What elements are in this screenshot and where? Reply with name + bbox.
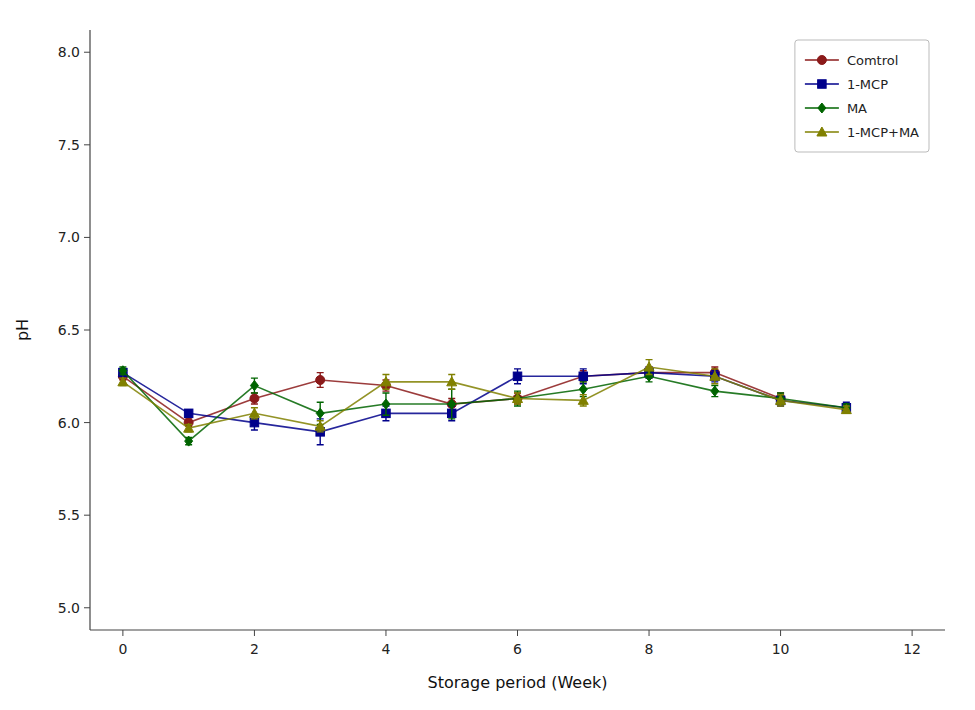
y-tick <box>84 330 90 331</box>
point <box>776 395 786 404</box>
x-tick <box>517 630 518 636</box>
x-tick-label: 8 <box>645 641 654 657</box>
y-tick <box>84 607 90 608</box>
error-bar <box>514 369 521 384</box>
legend-marker <box>817 127 827 136</box>
error-bar <box>251 378 258 393</box>
point <box>447 400 456 409</box>
y-tick-label: 7.5 <box>58 137 80 153</box>
y-axis-title: pH <box>13 319 32 341</box>
point <box>513 372 522 381</box>
background <box>0 0 975 710</box>
legend: Comtrol 1-MCP MA 1-MCP+MA <box>795 40 929 152</box>
error-bar <box>185 410 192 417</box>
series-line <box>123 371 846 441</box>
point <box>316 408 324 418</box>
x-tick <box>385 630 386 636</box>
point <box>579 372 588 381</box>
point <box>316 376 325 385</box>
series <box>119 366 850 446</box>
legend-label: MA <box>847 101 867 116</box>
point <box>842 403 850 413</box>
series-line <box>123 373 781 423</box>
series <box>118 360 851 433</box>
legend-box <box>795 40 929 152</box>
chart: 0 2 4 6 8 10 12 5.0 5.5 6.0 6.5 7.0 7.5 8.0 Storage pe… <box>0 0 975 710</box>
y-tick <box>84 422 90 423</box>
legend-label: 1-MCP <box>847 77 888 92</box>
y-tick-label: 6.5 <box>58 322 80 338</box>
x-tick <box>780 630 781 636</box>
series-line <box>123 367 846 428</box>
x-tick-label: 2 <box>250 641 259 657</box>
point <box>382 399 390 409</box>
point <box>184 409 193 418</box>
point <box>514 394 522 404</box>
point <box>185 436 193 446</box>
point <box>448 399 456 409</box>
point <box>250 381 258 391</box>
legend-label: 1-MCP+MA <box>847 125 919 140</box>
error-bar <box>580 371 587 382</box>
y-tick-label: 7.0 <box>58 229 80 245</box>
point <box>249 408 259 417</box>
legend-marker <box>818 103 826 113</box>
point <box>711 372 720 381</box>
x-tick-label: 6 <box>513 641 522 657</box>
point <box>447 377 457 386</box>
plot-area <box>118 360 851 446</box>
legend-marker <box>818 80 827 89</box>
x-tick <box>649 630 650 636</box>
y-tick-label: 5.5 <box>58 507 80 523</box>
x-tick-label: 4 <box>382 641 391 657</box>
point <box>118 377 128 386</box>
x-tick <box>122 630 123 636</box>
point <box>644 362 654 371</box>
x-tick <box>254 630 255 636</box>
error-bar <box>382 393 389 415</box>
series <box>119 367 851 445</box>
y-tick-label: 6.0 <box>58 415 80 431</box>
error-bar <box>711 386 718 397</box>
error-bar <box>448 389 455 419</box>
y-tick-label: 8.0 <box>58 44 80 60</box>
point <box>184 423 194 432</box>
point <box>250 394 259 403</box>
point <box>579 384 587 394</box>
point <box>841 405 851 414</box>
point <box>710 371 720 380</box>
y-tick-label: 5.0 <box>58 600 80 616</box>
x-tick-label: 0 <box>118 641 127 657</box>
error-bar <box>317 373 324 388</box>
point <box>119 366 127 376</box>
series-line <box>123 373 846 432</box>
point <box>250 418 259 427</box>
x-tick-label: 12 <box>903 641 921 657</box>
point <box>711 386 719 396</box>
y-tick <box>84 237 90 238</box>
axes: 0 2 4 6 8 10 12 5.0 5.5 6.0 6.5 7.0 7.5 8.0 <box>58 30 945 657</box>
legend-marker <box>817 56 826 65</box>
point <box>381 377 391 386</box>
x-tick <box>912 630 913 636</box>
legend-label: Comtrol <box>847 53 898 68</box>
y-tick <box>84 52 90 53</box>
y-tick <box>84 515 90 516</box>
error-bar <box>448 399 455 410</box>
point <box>513 394 523 403</box>
y-tick <box>84 144 90 145</box>
point <box>578 395 588 404</box>
point <box>315 421 325 430</box>
point <box>579 372 588 381</box>
point <box>513 394 522 403</box>
x-tick-label: 10 <box>772 641 790 657</box>
x-axis-title: Storage period (Week) <box>427 673 607 692</box>
